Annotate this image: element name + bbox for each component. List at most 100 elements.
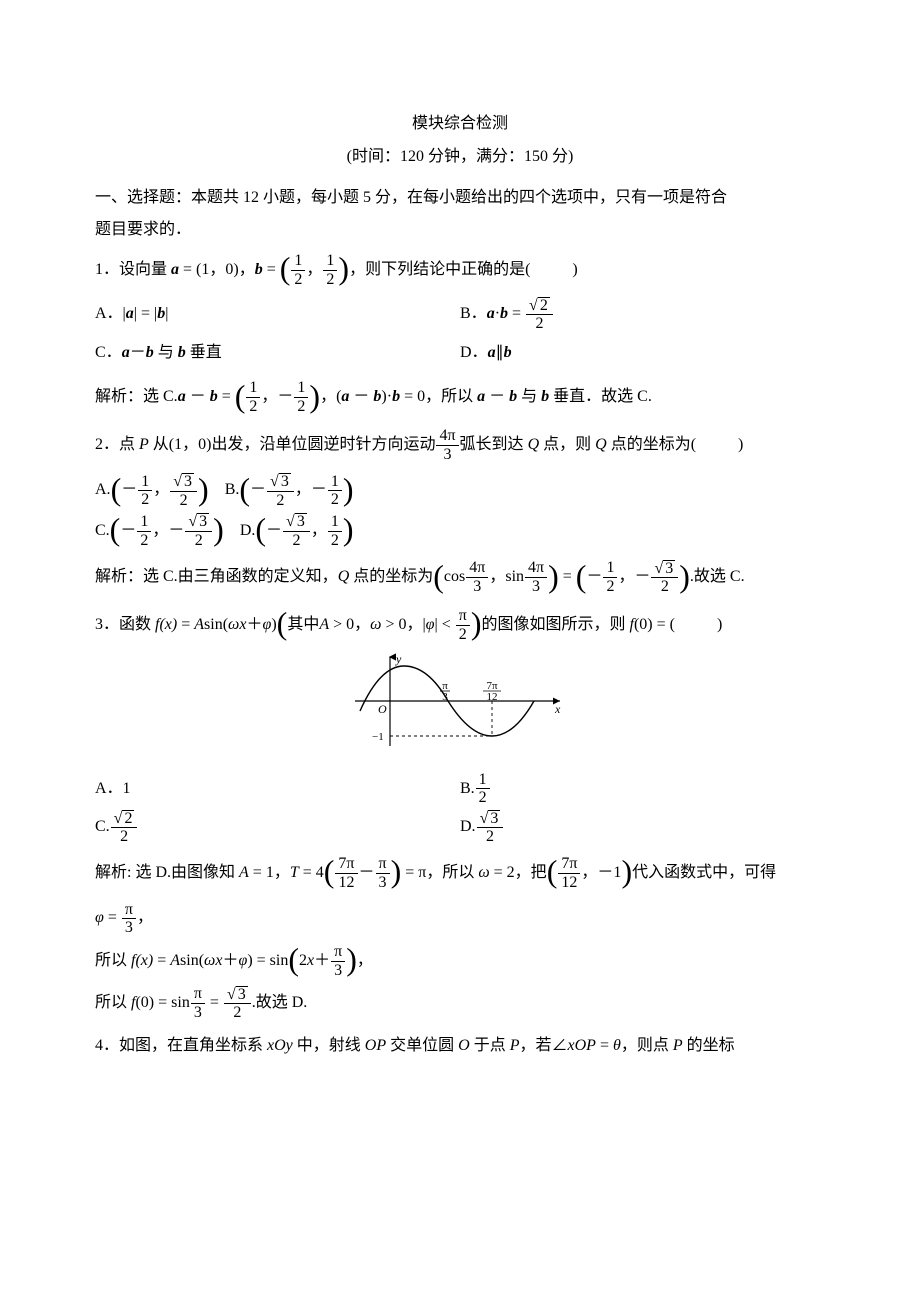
lparen-icon: ( bbox=[110, 513, 121, 545]
frac-num: π bbox=[456, 607, 470, 626]
comma: ， bbox=[295, 481, 311, 498]
q1-optC: C．a－b 与 b 垂直 bbox=[95, 335, 460, 370]
sol-mid: － bbox=[485, 388, 509, 405]
rparen-icon: ) bbox=[309, 380, 320, 412]
optD-pre: D． bbox=[460, 344, 488, 361]
q1-stem-pre: 1．设向量 bbox=[95, 261, 171, 278]
sol-mid: )· bbox=[381, 388, 392, 405]
page-root: 模块综合检测 (时间：120 分钟，满分：150 分) 一、选择题：本题共 12… bbox=[0, 0, 920, 1302]
q2-optA: A. bbox=[95, 481, 111, 498]
frac-num: 4π bbox=[466, 559, 488, 578]
eq: = bbox=[559, 568, 576, 585]
q2-post: 点，则 bbox=[539, 436, 595, 453]
rparen-icon: ) bbox=[198, 473, 209, 505]
optA-post: | bbox=[165, 305, 168, 322]
sol-mid: 点的坐标为 bbox=[349, 568, 433, 585]
A: A bbox=[194, 616, 204, 633]
so: 所以 bbox=[95, 952, 131, 969]
frac-sqrt3-2: √32 bbox=[170, 472, 197, 509]
q4-mid3: 于点 bbox=[470, 1037, 510, 1054]
section1-heading-line2: 题目要求的． bbox=[95, 216, 825, 243]
frac-half: 12 bbox=[328, 513, 342, 549]
so: 所以 bbox=[95, 994, 131, 1011]
frac-num: 7π bbox=[335, 855, 357, 874]
vec-b: b bbox=[255, 261, 263, 278]
frac-half: 12 bbox=[603, 559, 617, 595]
q4-mid2: 交单位圆 bbox=[386, 1037, 458, 1054]
frac-den: 3 bbox=[122, 919, 136, 937]
OP: OP bbox=[365, 1037, 386, 1054]
frac-den: 3 bbox=[525, 578, 547, 596]
theta: θ bbox=[613, 1037, 621, 1054]
frac-den: 2 bbox=[651, 578, 678, 596]
sin: sin bbox=[505, 568, 524, 585]
vec-b: b bbox=[509, 388, 517, 405]
omega: ω bbox=[478, 864, 489, 881]
minus-sign: － bbox=[120, 522, 136, 539]
frac-den: 3 bbox=[436, 446, 458, 464]
omega2: = 2，把 bbox=[490, 864, 547, 881]
vec-b: b bbox=[210, 388, 218, 405]
phi: φ bbox=[426, 616, 435, 633]
plus-sign: ＋ bbox=[222, 952, 238, 969]
frac-num: 1 bbox=[137, 513, 151, 532]
q4-mid: 中，射线 bbox=[293, 1037, 365, 1054]
sol-mid: = bbox=[218, 388, 235, 405]
frac-den: 2 bbox=[526, 315, 553, 333]
eq-pi: = π，所以 bbox=[401, 864, 478, 881]
radicand: 3 bbox=[488, 810, 500, 827]
frac-sqrt3-2: √32 bbox=[185, 513, 212, 550]
lparen-icon: ( bbox=[576, 560, 587, 592]
cos: cos bbox=[444, 568, 465, 585]
fn-arg0: (0) bbox=[634, 616, 653, 633]
q2-optD: D. bbox=[240, 522, 256, 539]
sol-mid: ，( bbox=[320, 388, 341, 405]
frac-half: 12 bbox=[138, 473, 152, 509]
frac-num: π bbox=[376, 855, 390, 874]
frac-den: 12 bbox=[335, 874, 357, 892]
q1-solution: 解析：选 C.a － b = (12，－12)，(a － b)·b = 0，所以… bbox=[95, 376, 825, 418]
frac-num: π bbox=[191, 985, 205, 1004]
lparen-icon: ( bbox=[288, 943, 299, 975]
rparen-icon: ) bbox=[213, 513, 224, 545]
sqrt-icon: √3 bbox=[286, 513, 307, 531]
P: P bbox=[510, 1037, 520, 1054]
sqrt-icon: √3 bbox=[227, 986, 248, 1004]
minus-sign: － bbox=[266, 522, 282, 539]
frac-num: √3 bbox=[224, 985, 251, 1004]
q2-optB: B. bbox=[225, 481, 240, 498]
q4-mid4: ，若∠ bbox=[520, 1037, 568, 1054]
sin-open: sin( bbox=[204, 616, 228, 633]
A: A bbox=[170, 952, 180, 969]
rparen-icon: ) bbox=[471, 607, 482, 639]
frac-pi2: π2 bbox=[456, 607, 470, 643]
frac-num: √2 bbox=[526, 296, 553, 315]
section1-heading-line1: 一、选择题：本题共 12 小题，每小题 5 分，在每小题给出的四个选项中，只有一… bbox=[95, 184, 825, 211]
frac-half: 12 bbox=[294, 379, 308, 415]
frac-den: 3 bbox=[376, 874, 390, 892]
q1-a-def: = (1，0)， bbox=[179, 261, 255, 278]
lparen-icon: ( bbox=[277, 607, 288, 639]
comma: ， bbox=[618, 568, 634, 585]
frac-sqrt3-2: √32 bbox=[477, 809, 504, 846]
lparen-icon: ( bbox=[547, 855, 558, 887]
optC-mid: － bbox=[130, 344, 146, 361]
frac-num: π bbox=[331, 943, 345, 962]
frac-sqrt3-2: √32 bbox=[651, 559, 678, 596]
frac-half-2: 12 bbox=[323, 252, 337, 288]
frac-den: 2 bbox=[283, 532, 310, 550]
frac-den: 2 bbox=[476, 789, 490, 807]
comma: ， bbox=[137, 909, 153, 926]
optC-label: C. bbox=[95, 818, 110, 835]
q3-diagram: y x O −1 π 3 7π 12 bbox=[95, 651, 825, 760]
frac-num: √3 bbox=[185, 513, 212, 532]
vec-a: a bbox=[477, 388, 485, 405]
frac-den: 2 bbox=[267, 492, 294, 510]
optB-label: B. bbox=[460, 780, 475, 797]
radicand: 3 bbox=[663, 560, 675, 577]
two: 2 bbox=[299, 952, 307, 969]
sine-graph-icon: y x O −1 π 3 7π 12 bbox=[350, 651, 570, 751]
neg1-label: −1 bbox=[372, 731, 384, 743]
minus-sign: － bbox=[121, 481, 137, 498]
t-eq: = 4 bbox=[299, 864, 324, 881]
